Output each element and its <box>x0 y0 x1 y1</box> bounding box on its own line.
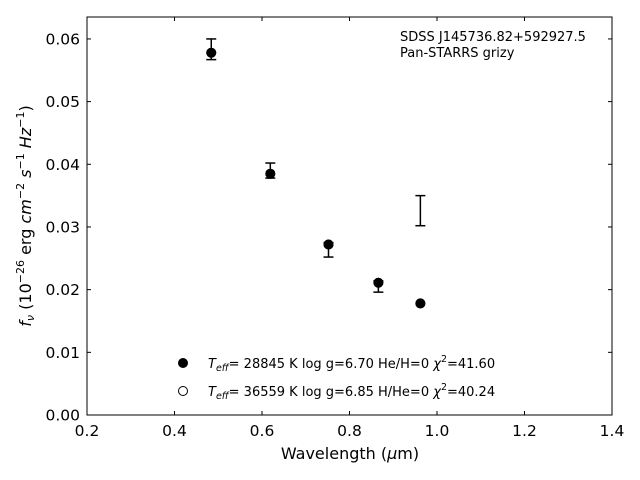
y-tick-labels: 0.00 0.01 0.02 0.03 0.04 0.05 0.06 <box>45 30 80 424</box>
legend-2-text1: = 36559 K log g=6.85 H/He=0 <box>229 385 434 400</box>
y-axis-title-exp4: −1 <box>14 112 27 128</box>
y-axis-title-f: f <box>16 319 35 327</box>
legend-2-t: T <box>208 385 217 400</box>
y-axis-title-cm: cm <box>16 199 35 223</box>
legend-1-text1: = 28845 K log g=6.70 He/H=0 <box>229 357 434 372</box>
y-axis-title-s: s <box>16 170 35 183</box>
annotation: SDSS J145736.82+592927.5 Pan-STARRS griz… <box>400 30 586 61</box>
legend-2-chi: χ <box>432 385 442 400</box>
y-tick-label: 0.01 <box>45 344 80 362</box>
legend-1-text2: =41.60 <box>447 357 495 372</box>
y-tick-label: 0.06 <box>45 30 80 48</box>
model-point-filled <box>373 277 384 288</box>
legend-2-eff: eff <box>216 391 230 402</box>
legend-entry-1: Teff= 28845 K log g=6.70 He/H=0 χ2=41.60 <box>208 354 495 374</box>
x-axis-title-text: Wavelength ( <box>281 444 387 463</box>
legend: Teff= 28845 K log g=6.70 He/H=0 χ2=41.60… <box>178 354 495 402</box>
plot-frame <box>86 16 613 416</box>
y-axis-title-exp3: −1 <box>14 153 27 169</box>
legend-1-t: T <box>208 357 217 372</box>
y-axis-title: fν (10−26 erg cm−2 s−1 Hz−1) <box>14 105 37 326</box>
y-axis-title-exp1: −26 <box>14 260 27 283</box>
x-tick-label: 0.4 <box>162 422 187 440</box>
model-point-filled <box>265 168 276 179</box>
y-axis-title-exp2: −2 <box>14 183 27 199</box>
legend-1-chi: χ <box>432 357 442 372</box>
legend-1-sup: 2 <box>441 354 447 365</box>
x-axis-title-unit: m) <box>397 444 419 463</box>
legend-marker-filled <box>178 358 188 368</box>
model-point-filled <box>415 298 426 309</box>
x-axis-title: Wavelength (μm) <box>281 444 419 463</box>
annotation-line-1: SDSS J145736.82+592927.5 <box>400 30 586 45</box>
x-tick-label: 0.2 <box>75 422 100 440</box>
legend-entry-2: Teff= 36559 K log g=6.85 H/He=0 χ2=40.24 <box>208 382 495 402</box>
y-tick-label: 0.00 <box>45 407 80 425</box>
y-axis-title-nu: ν <box>24 315 37 321</box>
y-axis-title-rest: (10 <box>16 283 35 315</box>
x-tick-label: 0.6 <box>250 422 275 440</box>
x-tick-labels: 0.2 0.4 0.6 0.8 1.0 1.2 1.4 <box>75 422 625 440</box>
y-axis-title-close: ) <box>16 105 35 111</box>
legend-2-text2: =40.24 <box>447 385 495 400</box>
legend-1-eff: eff <box>216 363 230 374</box>
legend-marker-open <box>178 386 188 396</box>
y-tick-label: 0.04 <box>45 156 80 174</box>
y-axis-title-hz: Hz <box>16 127 35 153</box>
y-tick-label: 0.02 <box>45 281 80 299</box>
y-tick-label: 0.03 <box>45 218 80 236</box>
data-markers <box>206 47 426 309</box>
model-point-filled <box>323 239 334 250</box>
x-axis-title-mu: μ <box>386 444 397 463</box>
model-point-filled <box>206 47 217 58</box>
y-axis-title-erg: erg <box>16 224 35 260</box>
y-tick-label: 0.05 <box>45 93 80 111</box>
x-tick-label: 0.8 <box>337 422 362 440</box>
error-bar <box>415 194 426 227</box>
annotation-line-2: Pan-STARRS grizy <box>400 46 515 61</box>
x-tick-label: 1.2 <box>512 422 537 440</box>
legend-2-sup: 2 <box>441 382 447 393</box>
x-tick-label: 1.0 <box>425 422 450 440</box>
x-tick-label: 1.4 <box>600 422 625 440</box>
